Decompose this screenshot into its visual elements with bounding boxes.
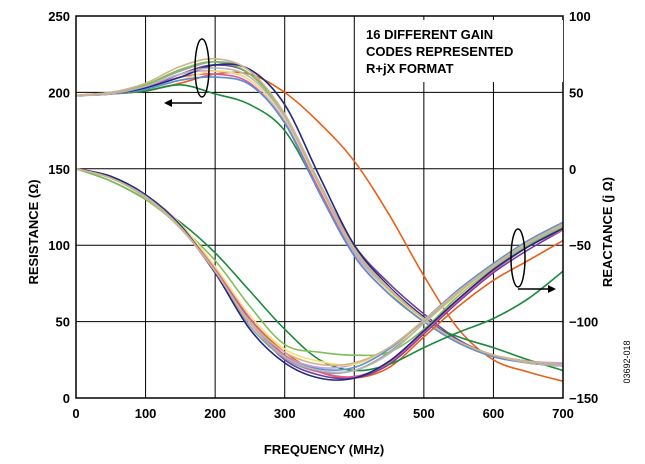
- plot-frame: [75, 15, 564, 399]
- resistance-line-12: [75, 57, 564, 366]
- x-tick-label: 700: [552, 406, 574, 421]
- y-tick-label: 0: [63, 391, 70, 406]
- y-tick-label: 200: [48, 85, 70, 100]
- y-tick-label: 150: [48, 162, 70, 177]
- x-tick-label: 300: [274, 406, 296, 421]
- figure-id: 03692-018: [622, 340, 632, 383]
- reactance-line-11: [75, 168, 564, 374]
- annotation-line-2: CODES REPRESENTED: [366, 44, 513, 59]
- resistance-group-marker: [164, 38, 210, 107]
- y-tick-label: 100: [48, 238, 70, 253]
- y-tick-label: 50: [56, 315, 70, 330]
- x-tick-label: 200: [204, 406, 226, 421]
- reactance-line-10: [75, 168, 564, 381]
- y2-tick-label: 50: [569, 85, 583, 100]
- y-tick-label: 250: [48, 9, 70, 24]
- annotation-box: 16 DIFFERENT GAIN CODES REPRESENTED R+jX…: [358, 20, 563, 82]
- tick-labels: 0 100 200 300 400 500 600 700050100150200250−15…: [48, 9, 598, 421]
- reactance-group-marker: [510, 228, 556, 293]
- annotation-line-1: 16 DIFFERENT GAIN: [366, 27, 493, 42]
- x-tick-label: 600: [483, 406, 505, 421]
- x-tick-label: 0: [72, 406, 79, 421]
- y2-axis-title: REACTANCE (j Ω): [600, 177, 615, 287]
- y2-tick-label: −100: [569, 315, 598, 330]
- y2-tick-label: −50: [569, 238, 591, 253]
- x-tick-label: 100: [135, 406, 157, 421]
- annotation-line-3: R+jX FORMAT: [366, 61, 454, 76]
- reactance-line-12: [75, 168, 564, 367]
- resistance-line-3: [75, 83, 564, 372]
- y2-tick-label: 0: [569, 162, 576, 177]
- x-axis-title: FREQUENCY (MHz): [264, 442, 384, 457]
- resistance-line-1: [75, 71, 564, 382]
- y-axis-title: RESISTANCE (Ω): [26, 179, 41, 284]
- x-tick-label: 500: [413, 406, 435, 421]
- resistance-line-4: [75, 60, 564, 366]
- resistance-line-5: [75, 69, 564, 364]
- y2-tick-label: −150: [569, 391, 598, 406]
- series-lines: [75, 57, 564, 382]
- y2-tick-label: 100: [569, 9, 591, 24]
- x-tick-label: 400: [343, 406, 365, 421]
- resistance-line-9: [75, 76, 564, 367]
